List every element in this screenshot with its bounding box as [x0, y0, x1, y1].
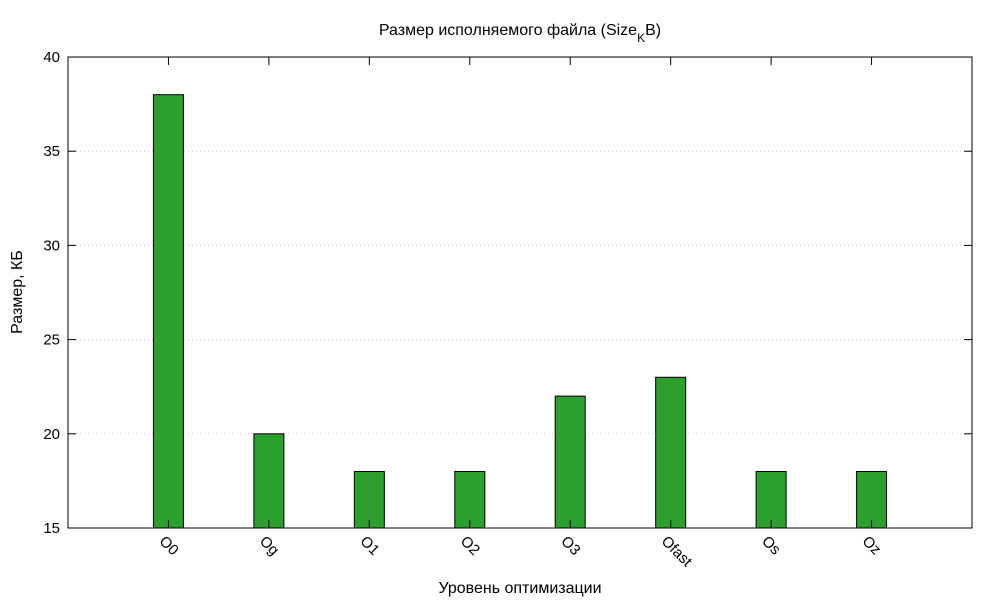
y-tick-label: 15 [43, 520, 60, 537]
chart-title-suffix: B) [645, 22, 661, 39]
x-tick-label-oz: Oz [859, 533, 885, 559]
chart-title-main: Размер исполняемого файла (Size [379, 22, 637, 39]
bars [152, 94, 888, 529]
bar-o2 [454, 470, 486, 529]
bar-oz [856, 470, 888, 529]
bar-o0 [152, 94, 184, 529]
chart-title: Размер исполняемого файла (SizeKB) [379, 22, 661, 45]
x-tick-label-o0: O0 [156, 533, 182, 559]
x-tick-label-os: Os [758, 533, 784, 559]
bar-os [755, 470, 787, 529]
x-tick-label-og: Og [256, 533, 282, 559]
bar-ofast [655, 376, 687, 529]
x-tick-label-o2: O2 [457, 533, 483, 559]
y-tick-label: 30 [43, 237, 60, 254]
y-axis-label: Размер, КБ [9, 250, 26, 334]
x-axis-label: Уровень оптимизации [438, 580, 601, 597]
y-tick-label: 35 [43, 143, 60, 160]
bar-o3 [554, 395, 586, 529]
y-tick-label: 20 [43, 426, 60, 443]
bar-og [253, 433, 285, 529]
y-tick-labels: 15 20 25 30 35 40 [43, 49, 60, 537]
x-tick-label-ofast: Ofast [658, 533, 696, 571]
x-tick-label-o3: O3 [557, 533, 583, 559]
grid-lines [68, 150, 972, 435]
axis-ticks [68, 56, 972, 529]
plot-frame [67, 56, 973, 529]
x-tick-labels: O0 Og O1 O2 O3 Ofast Os Oz [156, 533, 885, 571]
chart-title-subscript: K [637, 31, 645, 45]
y-tick-label: 40 [43, 49, 60, 66]
y-tick-label: 25 [43, 332, 60, 349]
x-tick-label-o1: O1 [357, 533, 383, 559]
bar-o1 [353, 470, 385, 529]
